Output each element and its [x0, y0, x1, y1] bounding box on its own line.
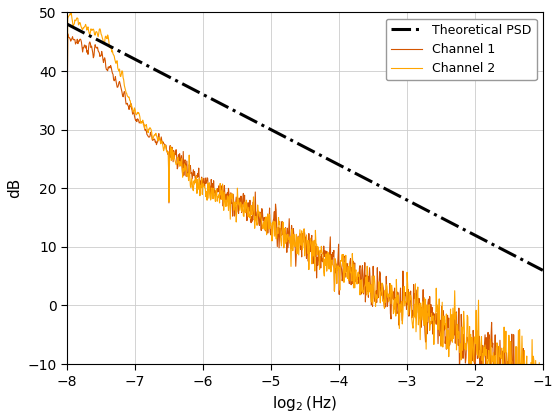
- Channel 2: [340, 280, 347, 285]
- Line: Channel 2: Channel 2: [67, 13, 543, 415]
- Channel 1: [367, 291, 374, 297]
- Channel 1: [340, 253, 347, 258]
- Channel 1: [64, 31, 71, 36]
- Line: Channel 1: Channel 1: [67, 34, 543, 410]
- Channel 1: [474, 356, 480, 361]
- Legend: Theoretical PSD, Channel 1, Channel 2: Theoretical PSD, Channel 1, Channel 2: [386, 19, 536, 80]
- Channel 2: [425, 313, 432, 318]
- Channel 1: [425, 297, 432, 302]
- Y-axis label: dB: dB: [7, 178, 22, 198]
- Channel 2: [353, 278, 360, 284]
- Channel 1: [94, 46, 100, 51]
- Channel 2: [536, 413, 543, 418]
- Channel 2: [68, 11, 74, 16]
- Channel 2: [474, 352, 480, 357]
- Channel 2: [539, 401, 546, 406]
- Channel 1: [539, 370, 546, 375]
- Channel 2: [94, 29, 100, 34]
- Channel 2: [64, 112, 71, 117]
- X-axis label: $\log_2$(Hz): $\log_2$(Hz): [272, 394, 338, 413]
- Channel 1: [353, 279, 360, 284]
- Channel 1: [531, 407, 538, 412]
- Channel 1: [64, 121, 71, 126]
- Channel 2: [367, 282, 374, 287]
